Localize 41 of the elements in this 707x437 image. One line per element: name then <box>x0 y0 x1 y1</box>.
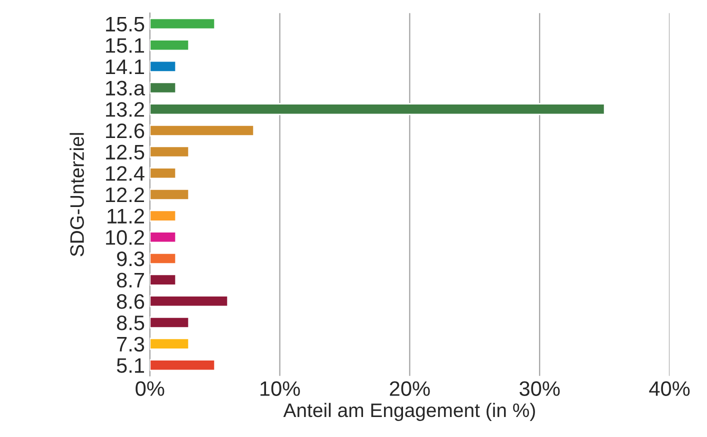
bar <box>150 124 255 136</box>
y-tick-label: 7.3 <box>117 336 144 352</box>
bar <box>150 210 177 222</box>
x-tick-label: 30% <box>520 381 560 396</box>
y-tick-label: 8.6 <box>116 294 144 309</box>
x-tick-label: 20% <box>390 381 430 396</box>
bar <box>150 18 216 30</box>
y-tick-label: 9.3 <box>117 251 144 266</box>
y-tick-label: 8.7 <box>116 272 144 288</box>
y-tick-label: 13.2 <box>106 102 144 117</box>
y-axis-title: SDG-Unterziel <box>70 133 84 256</box>
y-tick-label: 13.a <box>106 80 146 96</box>
bar <box>150 359 216 372</box>
x-tick-label: 40% <box>649 381 690 396</box>
y-tick-label: 15.5 <box>106 16 144 32</box>
bar <box>150 274 177 286</box>
bar <box>150 103 606 116</box>
bar <box>150 231 177 244</box>
y-tick-label: 11.2 <box>108 208 144 224</box>
y-tick-label: 12.6 <box>106 123 144 138</box>
x-tick-label: 10% <box>260 381 300 396</box>
y-tick-label: 12.4 <box>106 166 144 181</box>
bar <box>150 188 190 200</box>
bar <box>150 316 190 329</box>
bar <box>150 60 177 72</box>
x-tick-label: 0% <box>136 381 164 396</box>
bar <box>150 82 177 94</box>
y-tick-label: 14.1 <box>106 60 144 74</box>
y-tick-label: 12.2 <box>106 187 144 202</box>
y-tick-label: 12.5 <box>106 144 144 160</box>
bar <box>150 295 229 308</box>
bar <box>150 338 190 350</box>
y-tick-label: 8.5 <box>116 315 144 330</box>
bar <box>150 167 177 180</box>
bar <box>150 146 190 158</box>
y-tick-label: 5.1 <box>116 358 144 373</box>
y-tick-label: 10.2 <box>106 230 144 245</box>
bar <box>150 39 190 52</box>
x-axis-title: Anteil am Engagement (in %) <box>283 402 535 422</box>
bar <box>150 252 177 264</box>
y-tick-label: 15.1 <box>106 38 144 53</box>
